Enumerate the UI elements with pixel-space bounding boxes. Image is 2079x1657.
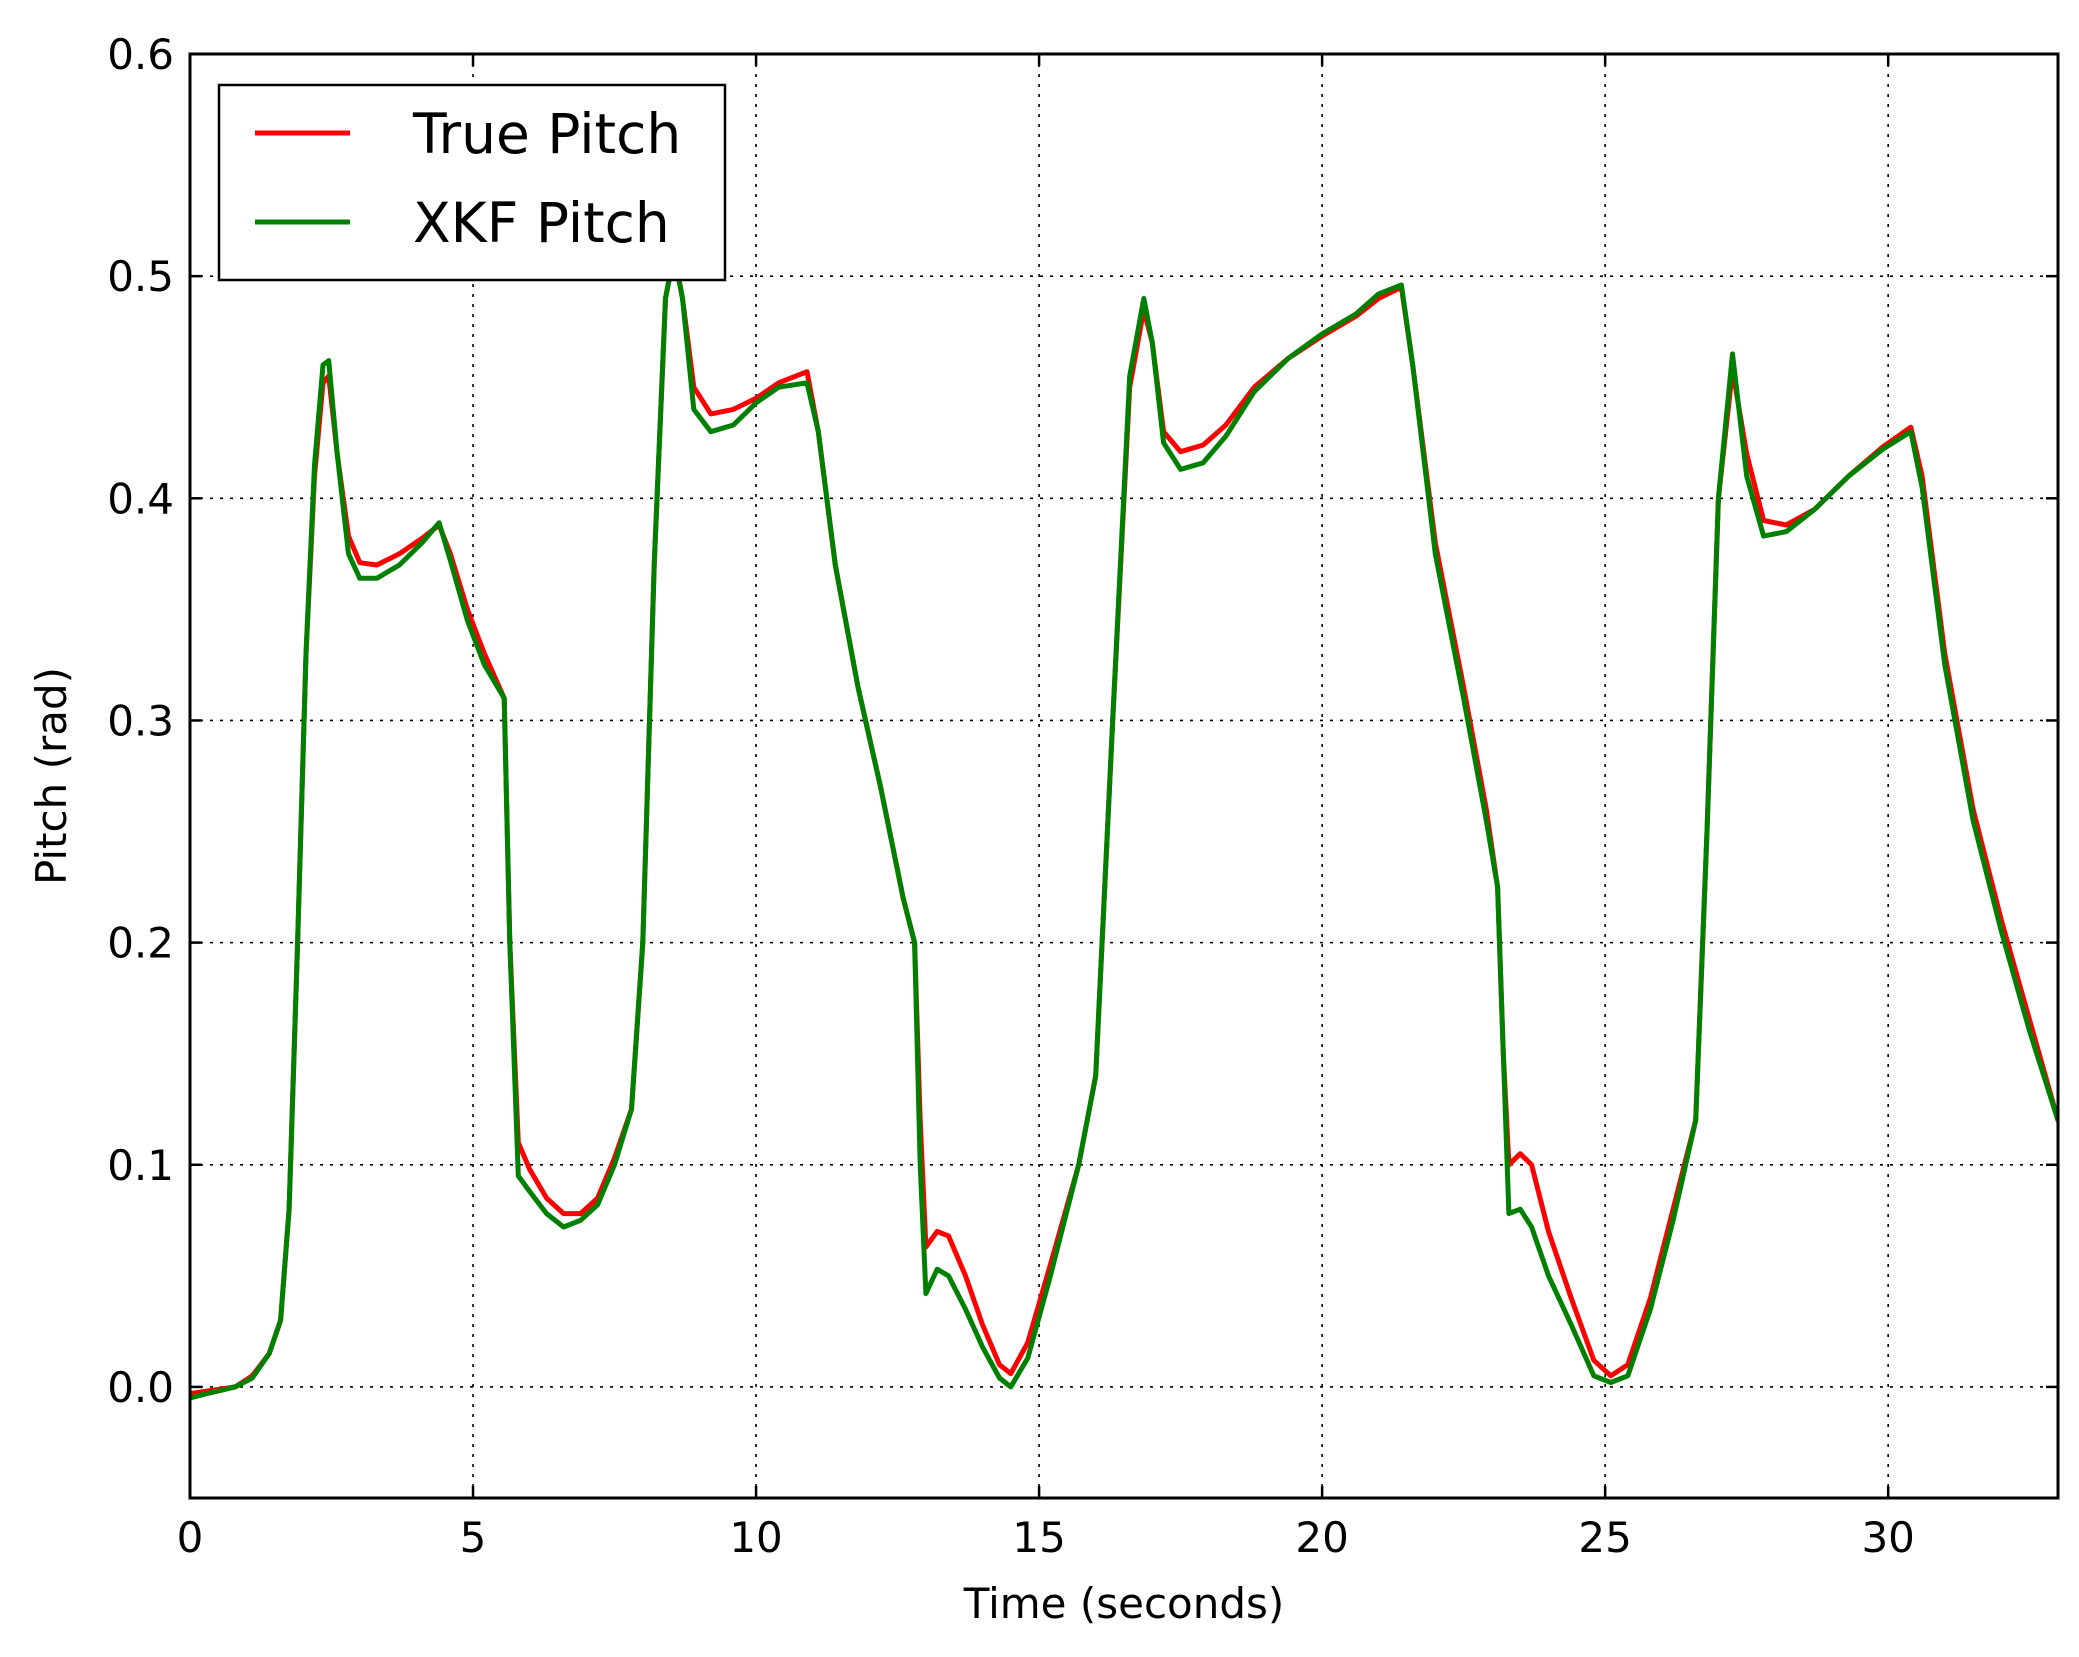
x-tick-label: 5 [460, 1513, 487, 1562]
y-tick-label: 0.1 [107, 1141, 174, 1190]
legend-label-true-pitch: True Pitch [412, 102, 681, 166]
x-axis-label: Time (seconds) [963, 1579, 1285, 1628]
y-tick-label: 0.4 [107, 474, 174, 523]
x-tick-label: 10 [729, 1513, 782, 1562]
y-tick-label: 0.5 [107, 252, 174, 301]
x-tick-label: 20 [1295, 1513, 1348, 1562]
x-tick-label: 15 [1012, 1513, 1065, 1562]
y-tick-label: 0.3 [107, 696, 174, 745]
series-line-xkf-pitch [190, 254, 2058, 1398]
x-tick-label: 0 [177, 1513, 204, 1562]
y-tick-label: 0.0 [107, 1363, 174, 1412]
x-tick-label: 25 [1578, 1513, 1631, 1562]
legend: True Pitch XKF Pitch [219, 85, 725, 280]
x-tick-label: 30 [1861, 1513, 1914, 1562]
plot-series [190, 254, 2058, 1398]
y-tick-label: 0.2 [107, 919, 174, 968]
y-tick-label: 0.6 [107, 30, 174, 79]
legend-label-xkf-pitch: XKF Pitch [413, 191, 670, 255]
series-line-true-pitch [190, 254, 2058, 1394]
y-axis-label: Pitch (rad) [27, 667, 76, 885]
